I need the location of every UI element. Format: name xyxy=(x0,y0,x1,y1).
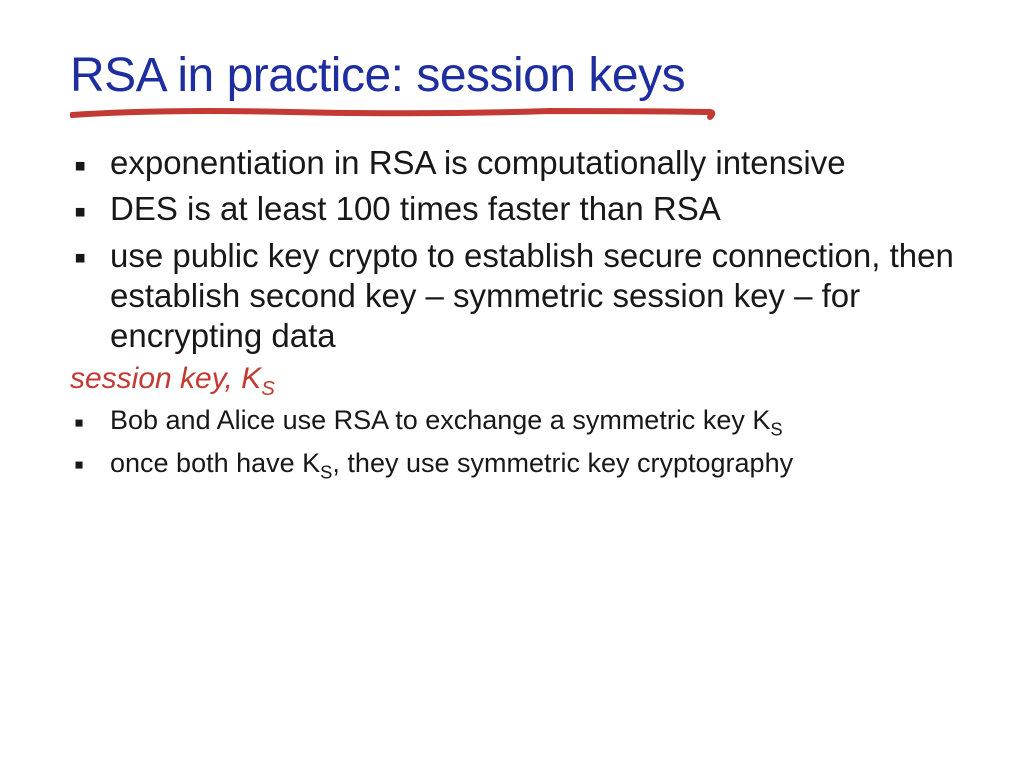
bullet-text: Bob and Alice use RSA to exchange a symm… xyxy=(110,405,770,435)
list-item: use public key crypto to establish secur… xyxy=(70,236,954,357)
bullet-text: once both have K xyxy=(110,448,320,478)
title-underline xyxy=(70,105,730,121)
list-item: exponentiation in RSA is computationally… xyxy=(70,143,954,183)
slide-title: RSA in practice: session keys xyxy=(70,48,954,103)
list-item: DES is at least 100 times faster than RS… xyxy=(70,189,954,229)
main-bullet-list: exponentiation in RSA is computationally… xyxy=(70,143,954,356)
slide: RSA in practice: session keys exponentia… xyxy=(0,0,1024,768)
bullet-subscript: S xyxy=(770,419,782,440)
list-item: once both have KS, they use symmetric ke… xyxy=(70,445,954,481)
sub-heading-text: session key, K xyxy=(70,362,261,395)
sub-bullet-list: Bob and Alice use RSA to exchange a symm… xyxy=(70,402,954,481)
bullet-subscript: S xyxy=(320,461,332,482)
list-item: Bob and Alice use RSA to exchange a symm… xyxy=(70,402,954,438)
sub-heading: session key, KS xyxy=(70,362,954,396)
bullet-text: , they use symmetric key cryptography xyxy=(332,448,793,478)
sub-heading-subscript: S xyxy=(261,378,275,400)
